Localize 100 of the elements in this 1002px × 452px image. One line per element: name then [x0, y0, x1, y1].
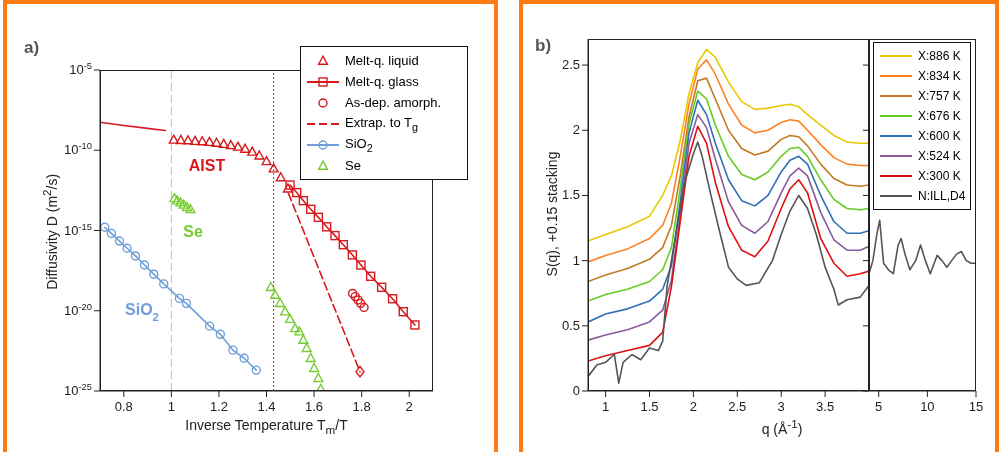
y-tick-label: 1 [572, 252, 580, 268]
point [204, 136, 215, 147]
point [289, 322, 301, 333]
x-tick-label: 3.5 [816, 399, 835, 414]
point [106, 228, 117, 239]
point [275, 172, 286, 182]
legend-label: As-dep. amorph. [345, 95, 442, 110]
x-tick-label: 1.4 [257, 399, 276, 414]
point [114, 236, 125, 246]
x-tick-label: 2 [405, 399, 413, 414]
point [185, 203, 196, 214]
y-tick-label: 10$^{-20}$ [64, 301, 92, 318]
point [181, 201, 193, 212]
x-tick-label: 0.8 [114, 399, 133, 414]
point [356, 260, 366, 270]
line-series [100, 121, 167, 132]
point [181, 298, 192, 309]
y-tick-label: 2 [572, 122, 580, 138]
point [251, 365, 261, 375]
legend-label: X:886 K [918, 49, 961, 63]
point [410, 320, 420, 330]
x-tick-label: 2.5 [728, 399, 747, 414]
x-tick-label: 5 [875, 399, 883, 414]
point [225, 139, 236, 150]
x-axis-title: q (Å$^{-1}$) [760, 417, 804, 437]
y-tick-label: 0 [572, 383, 580, 398]
x-tick-label: 1.8 [352, 399, 371, 414]
point [313, 372, 324, 383]
point [347, 250, 358, 260]
y-tick-label: 1.5 [561, 187, 580, 203]
legend-label: X:524 K [918, 149, 961, 163]
point [190, 135, 201, 146]
point [269, 289, 281, 299]
x-tick-label: 1 [167, 399, 175, 414]
point [211, 137, 222, 147]
point [284, 313, 296, 324]
point [232, 141, 244, 151]
point [100, 222, 110, 232]
point [308, 362, 320, 373]
point [265, 281, 276, 292]
legend-label: X:676 K [918, 109, 961, 123]
point [197, 136, 208, 146]
point [355, 298, 366, 309]
point [306, 204, 316, 214]
x-tick-label: 10 [920, 399, 935, 414]
point [247, 146, 258, 156]
legend-label: X:757 K [918, 89, 961, 103]
legend-label: Melt-q. liquid [345, 53, 419, 68]
x-axis-title: Inverse Temperature T$_{m}$/T [184, 417, 349, 436]
point [159, 279, 169, 289]
x-tick-label: 2 [689, 399, 697, 414]
point [321, 222, 332, 232]
point [239, 353, 249, 363]
y-axis-title: S(q), +0.15 stacking [544, 150, 560, 279]
point [204, 321, 215, 331]
point [182, 135, 194, 145]
point [139, 260, 150, 270]
x-tick-label: 3 [777, 399, 785, 414]
point [130, 251, 141, 261]
annotation: SiO$_{2}$ [125, 301, 159, 323]
point [274, 297, 286, 308]
point [365, 271, 376, 282]
chart-title: a) [24, 38, 40, 58]
point [149, 269, 159, 279]
x-tick-label: 15 [968, 399, 984, 414]
annotation: Se [183, 223, 203, 240]
legend-label: Se [345, 158, 361, 173]
y-tick-label: 10$^{-25}$ [64, 382, 92, 398]
point [292, 187, 302, 198]
point [313, 212, 324, 223]
point [268, 163, 279, 173]
legend-label: X:300 K [918, 169, 961, 183]
point [168, 134, 179, 144]
point [175, 134, 186, 145]
legend-label: Extrap. to T$_{g}$ [345, 114, 418, 133]
point [330, 230, 340, 241]
point [338, 240, 349, 250]
point [261, 155, 272, 166]
legend-label: X:600 K [918, 129, 961, 143]
y-tick-label: 0.5 [561, 317, 580, 333]
chart-title: b) [535, 36, 552, 56]
legend-label: X:834 K [918, 69, 961, 83]
x-tick-label: 1.2 [209, 399, 228, 414]
point [301, 342, 312, 353]
y-tick-label: 10$^{-5}$ [69, 61, 92, 77]
x-tick-label: 1.5 [640, 399, 659, 414]
legend-label: Melt-q. glass [345, 74, 419, 89]
point [353, 295, 363, 305]
annotation: AIST [188, 157, 226, 174]
point [398, 307, 408, 317]
point [298, 334, 309, 344]
point [376, 282, 387, 292]
point [254, 150, 265, 160]
point [218, 138, 229, 149]
point [279, 306, 291, 316]
point [359, 302, 369, 313]
point [298, 195, 309, 206]
point [122, 243, 132, 253]
x-tick-label: 1 [601, 399, 610, 414]
legend-label: N:ILL,D4 [918, 189, 966, 203]
